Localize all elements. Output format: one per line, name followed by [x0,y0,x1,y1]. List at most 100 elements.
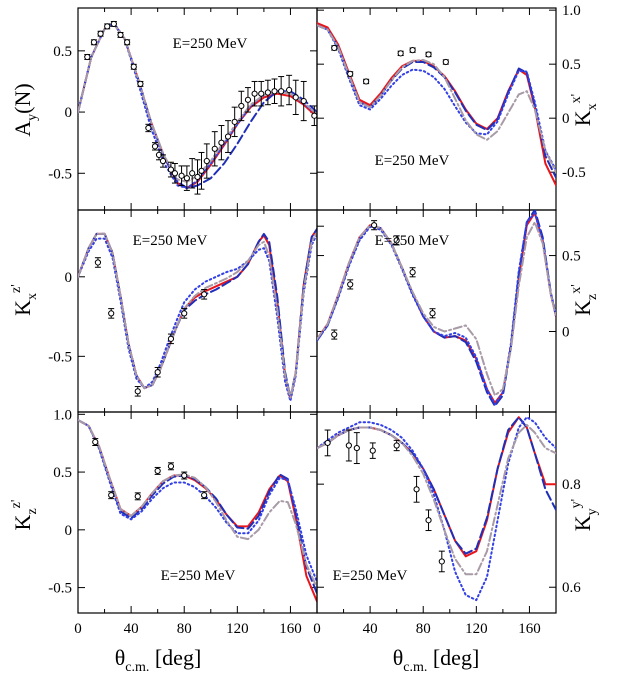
data-point [347,279,354,290]
point-marker [292,94,299,101]
x-axis-sub-left: c.m. [125,660,149,675]
point-marker [409,269,416,276]
point-marker [345,442,352,449]
point-marker [134,493,141,500]
data-point [370,220,378,231]
data-point [218,125,225,161]
data-point [347,70,354,77]
data-points [331,220,436,340]
point-marker [167,463,175,470]
y-label-sup: z' [9,500,24,509]
y-label-sub: y [25,114,40,121]
data-point [167,333,175,345]
data-point [409,47,416,54]
data-point [224,120,232,153]
point-marker [300,97,307,105]
series-line-dotted [78,419,317,583]
y-tick-label: 0.5 [562,249,581,265]
point-marker [369,447,376,454]
point-marker [181,310,188,317]
y-label-sup: y' [569,499,584,509]
point-marker [347,70,354,77]
data-point [331,44,338,52]
data-point [198,151,205,190]
x-tick-label: 40 [124,621,139,637]
data-point [438,550,445,573]
point-marker [108,310,115,317]
point-marker [425,51,432,58]
data-point [110,20,117,28]
point-marker [264,89,271,96]
data-point [397,50,404,57]
y-label-main: A [10,121,35,137]
x-axis-theta-right: θ [393,645,404,670]
point-marker [397,50,404,57]
point-marker [347,281,354,288]
data-points [84,20,318,195]
point-marker [117,31,124,39]
point-marker [97,30,104,37]
point-marker [167,335,175,342]
x-axis-unit-left: [deg] [149,645,201,670]
point-marker [167,166,175,173]
data-point [90,39,98,46]
y-label-sub: x [25,293,40,300]
series-line-dashdot [317,24,556,174]
point-marker [201,492,208,499]
data-point [84,53,91,61]
y-tick-label: 0.8 [562,477,581,493]
panel-frame [316,411,557,614]
data-point [181,471,188,480]
point-marker [413,486,420,493]
y-tick-label: 1.0 [562,3,581,19]
point-marker [438,558,445,565]
data-point [130,63,137,70]
panel-kxz: 0 -0.5 E=250 MeV Kxz' [9,209,318,413]
y-label-main: K [10,514,35,530]
y-axis-label: Kxz' [9,284,40,316]
y-label-sup: z' [9,284,24,293]
point-marker [393,237,400,244]
panel-kyy: 0 40 80 120 160 0.8 0.6 E=250 MeV Kyy' [313,411,600,637]
data-point [108,491,115,500]
energy-label: E=250 MeV [173,36,248,52]
x-axis-unit-right: [deg] [427,645,479,670]
point-marker [251,90,258,97]
energy-label: E=250 MeV [133,233,208,249]
data-point [286,74,293,106]
data-point [345,429,352,462]
y-label-sub: y [585,508,600,515]
point-marker [137,80,144,88]
point-marker [224,133,232,140]
point-marker [92,438,99,446]
y-tick-label: 0 [65,523,73,539]
panel-kxx: 1.0 0.5 0 -0.5 E=250 MeV Kxx' [316,3,600,227]
y-tick-label: -0.5 [48,349,72,365]
data-point [104,23,111,30]
data-point [134,386,141,397]
point-marker [110,20,117,28]
y-axis-label: Kzz' [9,500,40,531]
y-label-sub: x [585,103,600,110]
data-points [92,438,208,501]
point-marker [124,39,131,46]
point-marker [189,170,196,177]
panel-kzz: 0 40 80 120 160 1.0 0.5 0 -0.5 E=250 MeV Kzz' [9,407,318,637]
data-point [154,466,161,475]
data-point [134,492,141,501]
data-point [264,79,271,106]
data-point [238,90,245,122]
panel-frame [316,7,557,211]
point-marker [258,90,265,97]
x-axis-sub-right: c.m. [403,660,427,675]
point-marker [84,53,91,61]
energy-label: E=250 MeV [375,153,450,169]
point-marker [178,172,185,179]
energy-label: E=250 MeV [161,568,236,584]
series-line-dotted [317,416,556,602]
x-tick-label: 160 [518,621,541,637]
point-marker [363,78,370,85]
data-point [201,289,208,300]
